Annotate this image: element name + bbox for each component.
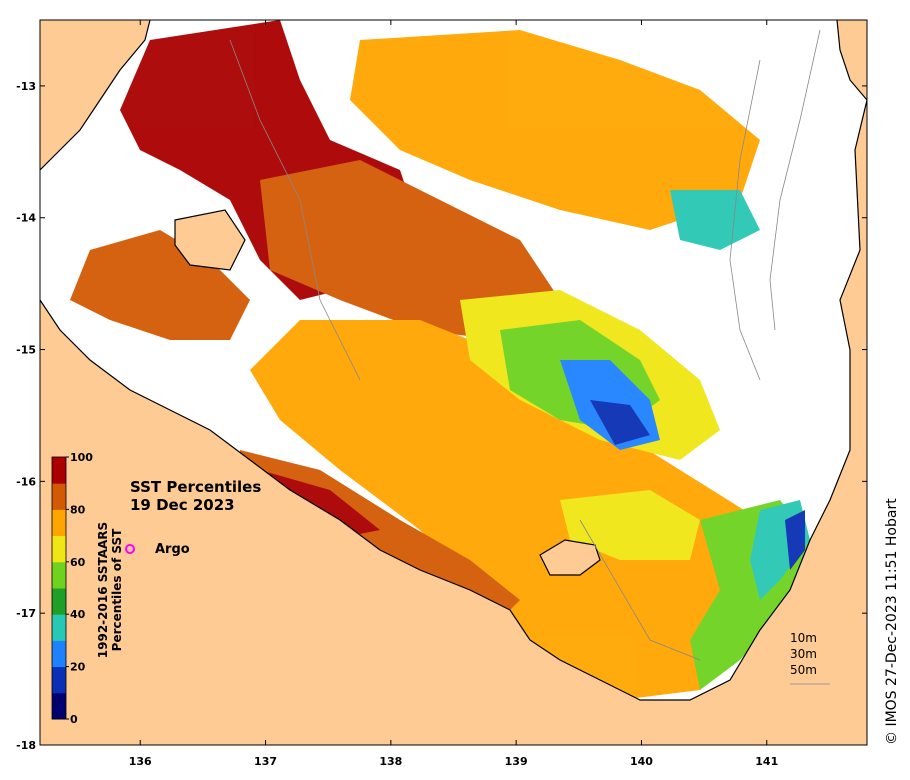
colorbar-title-line1: 1992-2016 SSTAARS [96,522,110,658]
colorbar-tick-label: 80 [70,503,86,516]
land-north-tip [837,20,867,100]
y-tick-label: -15 [16,344,36,357]
y-axis: -13 -14 -15 -16 -17 -18 [16,80,867,752]
x-tick-138: 138 [379,20,402,768]
depth-label: 50m [790,663,817,677]
map-date: 19 Dec 2023 [130,496,235,514]
y-tick--16: -16 [16,475,867,488]
sst-percentile-field [70,20,810,700]
y-tick-label: -13 [16,80,36,93]
colorbar-tick-label: 20 [70,661,86,674]
colorbar-swatch [52,692,66,720]
map-title: SST Percentiles [130,478,261,496]
x-axis: 136 137 138 139 140 141 [129,20,778,768]
x-tick-label: 141 [755,755,778,768]
patch-orange-mid [250,320,760,700]
x-tick-139: 139 [505,20,528,768]
land-mainland-south [40,100,867,745]
x-tick-140: 140 [630,20,653,768]
colorbar-swatch [52,561,66,589]
y-tick--18: -18 [16,739,867,752]
depth-label: 10m [790,631,817,645]
colorbar-title-line2: Percentiles of SST [110,528,124,651]
patch-green-east [670,190,760,250]
x-tick-136: 136 [129,20,152,768]
colorbar-swatch [52,483,66,510]
y-tick-label: -18 [16,739,36,752]
y-tick-label: -14 [16,212,36,225]
x-tick-141: 141 [755,20,778,768]
credit-text: © IMOS 27-Dec-2023 11:51 Hobart [884,498,900,745]
patch-yellow-south [560,490,700,560]
x-tick-label: 138 [379,755,402,768]
coastline [40,20,867,701]
plot-frame [39,19,868,746]
y-tick--15: -15 [16,344,867,357]
y-tick--14: -14 [16,212,867,225]
colorbar-tick-label: 40 [70,608,86,621]
colorbar-swatch [52,457,66,484]
y-tick-label: -16 [16,475,36,488]
depth-contours [229,29,821,661]
y-tick-label: -17 [16,607,36,620]
argo-legend-label: Argo [155,542,190,557]
x-tick-label: 140 [630,755,653,768]
depth-legend: 10m 30m 50m [790,631,817,677]
patch-orange-north [350,30,760,230]
y-tick--17: -17 [16,607,867,620]
colorbar-swatch [52,640,66,668]
colorbar-swatch [52,666,66,694]
x-tick-label: 136 [129,755,152,768]
y-tick--13: -13 [16,80,867,93]
colorbar-swatch [52,509,66,537]
patch-se-blue [785,510,805,570]
land-mornington-island [540,540,600,575]
x-tick-label: 139 [505,755,528,768]
colorbar-tick-label: 60 [70,556,86,569]
land [40,20,867,745]
colorbar-swatch [52,588,66,615]
depth-label: 30m [790,647,817,661]
colorbar-swatch [52,614,66,641]
colorbar-tick-label: 0 [70,713,78,726]
argo-marker-icon [125,544,135,554]
land-west-peninsula [175,210,245,270]
patch-darkred-coast [260,470,380,540]
land-mainland-west [40,20,150,170]
x-tick-label: 137 [254,755,277,768]
colorbar-tick-label: 100 [70,451,93,464]
x-tick-137: 137 [254,20,277,768]
colorbar: 100 80 60 40 20 0 [51,451,93,726]
patch-warm-center [260,160,560,340]
patch-cool-deep [590,400,650,445]
colorbar-swatch [52,535,66,563]
